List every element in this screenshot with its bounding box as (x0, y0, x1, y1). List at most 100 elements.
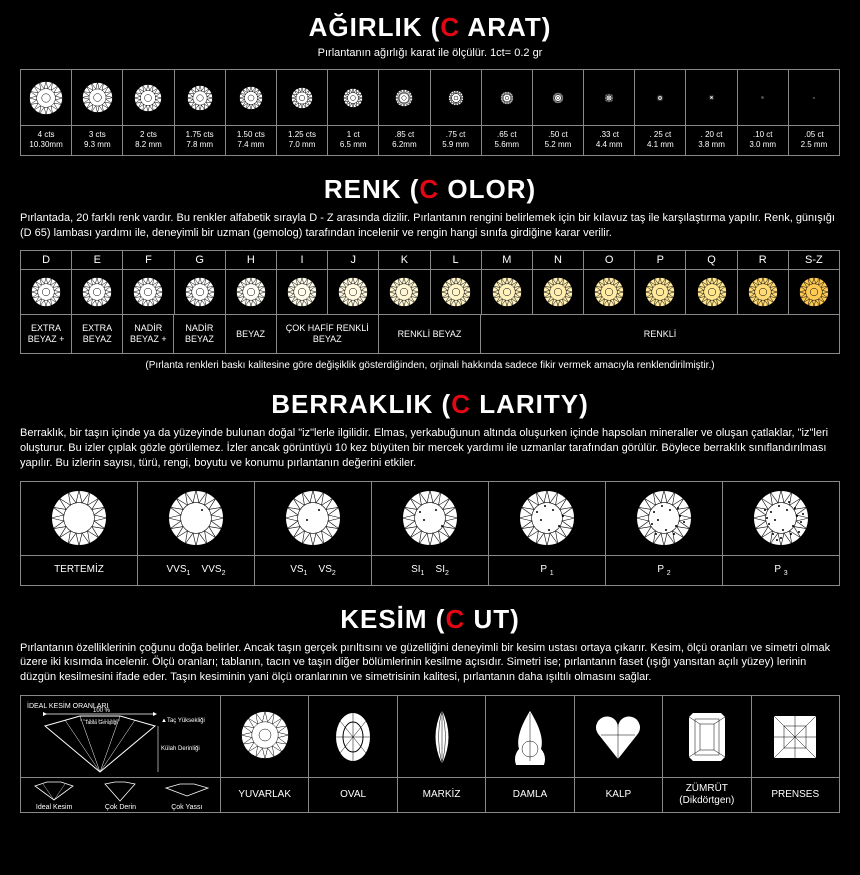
color-letter: H (226, 251, 276, 270)
color-letter: Q (686, 251, 736, 270)
clarity-label: VVS1 VVS2 (138, 556, 254, 585)
clarity-col: P 3 (723, 482, 839, 585)
color-letter: P (635, 251, 685, 270)
section-color: RENK (C OLOR) Pırlantada, 20 farklı renk… (20, 174, 840, 371)
color-group: NADİR BEYAZ (174, 315, 225, 353)
clarity-col: SI1 SI2 (372, 482, 489, 585)
carat-label: 1.75 cts7.8 mm (175, 126, 225, 155)
diamond-icon (738, 270, 788, 314)
diamond-icon (606, 482, 722, 556)
carat-col: 1 ct6.5 mm (328, 70, 379, 155)
diamond-icon (635, 70, 685, 126)
color-letter: G (175, 251, 225, 270)
clarity-col: TERTEMİZ (21, 482, 138, 585)
shape-label: KALP (575, 778, 662, 812)
diamond-icon (175, 70, 225, 126)
carat-label: .05 ct2.5 mm (789, 126, 839, 155)
cut-variants-row: Ideal KesimÇok DerinÇok Yassı (21, 778, 220, 812)
diamond-icon (482, 270, 532, 314)
diamond-icon (533, 270, 583, 314)
clarity-desc: Berraklık, bir taşın içinde ya da yüzeyi… (20, 426, 840, 471)
diamond-icon (255, 482, 371, 556)
cut-variant: Çok Derin (87, 778, 153, 812)
cut-desc: Pırlantanın özelliklerinin çoğunu doğa b… (20, 641, 840, 686)
diamond-icon (328, 270, 378, 314)
color-footnote: (Pırlanta renkleri baskı kalitesine göre… (20, 360, 840, 371)
diamond-icon (482, 70, 532, 126)
color-letter: D (21, 251, 71, 270)
clarity-col: VS1 VS2 (255, 482, 372, 585)
clarity-label: SI1 SI2 (372, 556, 488, 585)
shape-label: YUVARLAK (221, 778, 308, 812)
diamond-icon (431, 70, 481, 126)
diamond-icon (226, 70, 276, 126)
carat-label: .75 ct5.9 mm (431, 126, 481, 155)
diamond-icon (686, 70, 736, 126)
color-letter: O (584, 251, 634, 270)
diamond-icon (21, 482, 137, 556)
svg-text:▲Taç Yüksekliği: ▲Taç Yüksekliği (161, 718, 205, 724)
carat-label: .10 ct3.0 mm (738, 126, 788, 155)
shape-icon (309, 696, 396, 778)
section-clarity: BERRAKLIK (C LARITY) Berraklık, bir taşı… (20, 389, 840, 586)
carat-col: 4 cts10.30mm (21, 70, 72, 155)
shape-label: ZÜMRÜT (Dikdörtgen) (663, 778, 750, 812)
shape-icon (486, 696, 573, 778)
diamond-icon (738, 70, 788, 126)
section-carat: AĞIRLIK (C ARAT) Pırlantanın ağırlığı ka… (20, 12, 840, 156)
carat-col: 1.50 cts7.4 mm (226, 70, 277, 155)
cut-variant: Ideal Kesim (21, 778, 87, 812)
clarity-col: VVS1 VVS2 (138, 482, 255, 585)
carat-label: 3 cts9.3 mm (72, 126, 122, 155)
carat-label: .50 ct5.2 mm (533, 126, 583, 155)
diamond-icon (72, 70, 122, 126)
cut-grid: İDEAL KESİM ORANLARI 100 % Tabla Genişli… (20, 695, 840, 813)
diamond-icon (533, 70, 583, 126)
carat-col: .10 ct3.0 mm (738, 70, 789, 155)
cut-shape-col: YUVARLAK (221, 696, 309, 812)
clarity-label: P 3 (723, 556, 839, 585)
clarity-title: BERRAKLIK (C LARITY) (20, 389, 840, 420)
color-col: H (226, 251, 277, 314)
color-letter: K (379, 251, 429, 270)
carat-col: 2 cts8.2 mm (123, 70, 174, 155)
color-letter: F (123, 251, 173, 270)
carat-label: .33 ct4.4 mm (584, 126, 634, 155)
color-group: EXTRA BEYAZ (72, 315, 123, 353)
diamond-icon (123, 270, 173, 314)
shape-icon (752, 696, 839, 778)
carat-col: . 25 ct4.1 mm (635, 70, 686, 155)
diamond-icon (175, 270, 225, 314)
color-col: J (328, 251, 379, 314)
color-col: P (635, 251, 686, 314)
clarity-label: VS1 VS2 (255, 556, 371, 585)
ideal-diagram: İDEAL KESİM ORANLARI 100 % Tabla Genişli… (21, 696, 220, 778)
svg-text:Tabla Genişliği: Tabla Genişliği (85, 720, 118, 726)
svg-text:Külah Derinliği: Külah Derinliği (161, 746, 200, 752)
diamond-icon (431, 270, 481, 314)
shape-label: OVAL (309, 778, 396, 812)
color-letter: S-Z (789, 251, 839, 270)
color-col: R (738, 251, 789, 314)
cut-shape-col: OVAL (309, 696, 397, 812)
diamond-icon (379, 270, 429, 314)
carat-col: .05 ct2.5 mm (789, 70, 839, 155)
color-group: RENKLİ (481, 315, 839, 353)
carat-col: .33 ct4.4 mm (584, 70, 635, 155)
cut-shape-col: ZÜMRÜT (Dikdörtgen) (663, 696, 751, 812)
cut-shape-col: MARKİZ (398, 696, 486, 812)
diamond-icon (72, 270, 122, 314)
color-letter: M (482, 251, 532, 270)
carat-label: 4 cts10.30mm (21, 126, 71, 155)
carat-col: .75 ct5.9 mm (431, 70, 482, 155)
color-letter: L (431, 251, 481, 270)
carat-label: 2 cts8.2 mm (123, 126, 173, 155)
color-group: ÇOK HAFİF RENKLİ BEYAZ (277, 315, 379, 353)
color-col: N (533, 251, 584, 314)
diamond-icon (277, 70, 327, 126)
color-col: E (72, 251, 123, 314)
color-title: RENK (C OLOR) (20, 174, 840, 205)
clarity-label: P 1 (489, 556, 605, 585)
cut-shape-col: KALP (575, 696, 663, 812)
carat-label: .65 ct5.6mm (482, 126, 532, 155)
